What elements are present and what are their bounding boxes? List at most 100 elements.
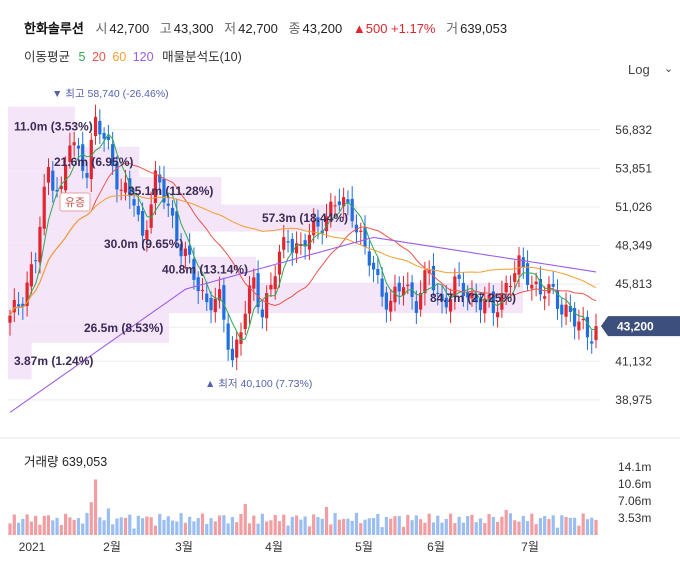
candle <box>491 291 495 313</box>
candle <box>299 244 303 247</box>
volume-bar <box>16 522 21 535</box>
candle <box>119 189 123 191</box>
candle <box>68 145 72 162</box>
volume-bar <box>226 523 230 535</box>
price-badge <box>601 316 680 337</box>
volume-profile-bar <box>8 313 170 343</box>
candle <box>170 207 175 216</box>
x-tick-label: 6월 <box>427 540 445 554</box>
volume-bar <box>243 504 247 535</box>
volume-bar <box>350 520 354 535</box>
volume-bar <box>235 522 239 535</box>
candle <box>359 230 363 232</box>
volume-bar <box>359 523 363 535</box>
volume-profile-bar <box>8 342 32 380</box>
candle <box>483 298 487 314</box>
volume-bar <box>594 519 598 535</box>
volume-bar <box>175 521 179 535</box>
ma120-line <box>9 236 597 413</box>
volume-bar <box>329 524 333 535</box>
candle <box>337 201 341 205</box>
candle <box>213 298 217 313</box>
volume-profile-bar <box>8 106 75 147</box>
candle <box>34 260 38 262</box>
candle <box>538 278 542 295</box>
candle <box>21 303 25 308</box>
volume-bar <box>521 515 525 535</box>
volume-bar <box>393 516 397 535</box>
candle <box>350 198 354 222</box>
candle <box>136 206 140 215</box>
chevron-down-icon[interactable]: ⌄ <box>664 63 674 75</box>
candle <box>200 289 205 291</box>
volume-bar <box>470 514 474 535</box>
volume-label: 거 <box>446 21 459 36</box>
volume-bar <box>303 516 307 535</box>
volume-bar <box>183 522 187 535</box>
ma60-line <box>9 194 597 316</box>
volume-bar <box>98 517 102 535</box>
ma5-line <box>9 133 597 341</box>
annotation-box <box>59 192 91 212</box>
volume-bar <box>286 525 290 535</box>
volume-bar <box>196 518 200 535</box>
candle <box>102 132 106 139</box>
candle <box>256 273 260 308</box>
volume-bar <box>213 521 217 535</box>
candle <box>414 301 418 313</box>
volume-bar <box>346 518 350 535</box>
candle <box>431 265 436 291</box>
volume-bar <box>8 523 12 535</box>
volume-bar <box>38 524 42 535</box>
volume-bar <box>230 517 235 535</box>
candle <box>517 255 521 275</box>
candle <box>487 294 491 299</box>
volume-bar <box>192 521 196 535</box>
volume-bar <box>158 513 162 535</box>
volume-bar <box>406 514 410 535</box>
ma5-label: 5 <box>78 50 86 64</box>
volume-bar <box>577 525 581 535</box>
volume-bar <box>29 521 33 535</box>
volume-profile-label: 26.5m (8.53%) <box>84 321 163 335</box>
scale-toggle[interactable]: Log <box>628 62 650 77</box>
candle <box>205 293 209 303</box>
candle <box>397 282 401 292</box>
volume-profile-label: 21.6m (6.95%) <box>54 155 133 169</box>
candle <box>444 297 448 308</box>
candle <box>329 201 333 216</box>
volume-tick-label: 14.1m <box>618 460 651 474</box>
candle <box>470 292 474 299</box>
volume-bar <box>217 515 222 535</box>
ma120-label: 120 <box>132 50 154 64</box>
candle <box>573 308 577 327</box>
volume-bar <box>551 515 555 535</box>
ma-legend[interactable]: 이동평균 5 20 60 120 매물분석도(10) <box>24 46 247 65</box>
price-badge-label: 43,200 <box>617 320 654 334</box>
volume-bar <box>273 514 277 535</box>
candle <box>367 251 371 266</box>
volume-bar <box>568 517 572 535</box>
candle <box>393 286 397 303</box>
candle <box>423 270 427 294</box>
volume-bar <box>111 524 115 535</box>
volume-bar <box>59 525 63 535</box>
y-tick-label: 53,851 <box>615 161 652 175</box>
volume-bar <box>93 479 98 535</box>
volume-bar <box>337 519 341 535</box>
candle <box>12 299 16 313</box>
volume-bar <box>260 513 264 535</box>
volume-bar <box>115 518 119 535</box>
volume-bar <box>68 517 72 535</box>
candle <box>324 216 329 232</box>
candle <box>594 326 598 341</box>
candle <box>363 227 367 248</box>
candle <box>196 277 200 292</box>
volume-bar <box>440 522 444 535</box>
x-tick-label: 4월 <box>265 540 283 554</box>
close-label: 종 <box>288 21 301 36</box>
volume-bar <box>128 514 132 535</box>
candle <box>461 282 466 297</box>
volume-title: 거래량 639,053 <box>24 455 108 469</box>
